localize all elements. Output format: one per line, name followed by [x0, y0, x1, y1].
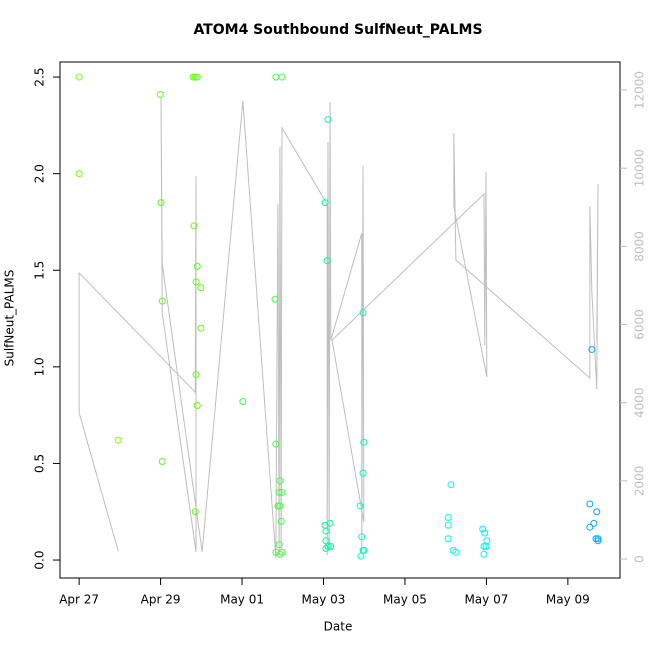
y-tick-label: 1.0	[33, 357, 47, 376]
x-tick-label: May 09	[546, 593, 590, 607]
data-point	[359, 309, 367, 317]
data-point	[356, 502, 364, 510]
data-point	[482, 543, 490, 551]
data-point	[592, 535, 600, 543]
data-point	[239, 398, 247, 406]
data-point	[444, 521, 452, 529]
data-point	[158, 458, 166, 466]
data-point	[278, 73, 286, 81]
data-point	[193, 401, 201, 409]
data-point	[191, 508, 199, 516]
y2-tick-label: 12000	[633, 71, 647, 109]
data-point	[444, 514, 452, 522]
data-point	[272, 73, 280, 81]
data-point	[593, 508, 601, 516]
x-tick-label: May 01	[220, 593, 264, 607]
y-tick-label: 0.0	[33, 550, 47, 569]
data-point	[197, 284, 205, 292]
data-point	[586, 523, 594, 531]
altitude-line	[78, 97, 599, 558]
data-point	[322, 527, 330, 535]
data-point	[479, 525, 487, 533]
data-point	[156, 90, 164, 98]
y-tick-label: 2.0	[33, 164, 47, 183]
data-point	[272, 440, 280, 448]
y2-tick-label: 6000	[633, 309, 647, 340]
y2-tick-label: 10000	[633, 149, 647, 187]
x-tick-label: Apr 29	[141, 593, 181, 607]
data-point	[322, 537, 330, 545]
data-point	[324, 543, 332, 551]
data-point	[480, 550, 488, 558]
data-point	[357, 552, 365, 560]
data-point	[197, 324, 205, 332]
y2-tick-label: 2000	[633, 466, 647, 497]
data-point	[483, 537, 491, 545]
y-tick-label: 0.5	[33, 454, 47, 473]
data-point	[590, 519, 598, 527]
data-point	[358, 533, 366, 541]
data-point	[359, 469, 367, 477]
data-point	[192, 371, 200, 379]
data-point	[481, 529, 489, 537]
data-point	[588, 345, 596, 353]
data-point	[157, 199, 165, 207]
data-point	[447, 481, 455, 489]
data-point	[278, 548, 286, 556]
data-point	[326, 519, 334, 527]
data-point	[276, 477, 284, 485]
x-tick-label: Apr 27	[59, 593, 99, 607]
data-point	[114, 436, 122, 444]
data-point	[274, 502, 282, 510]
data-point	[594, 537, 602, 545]
chart-title: ATOM4 Southbound SulfNeut_PALMS	[193, 22, 482, 38]
x-tick-label: May 07	[464, 593, 508, 607]
data-point	[271, 295, 279, 303]
data-point	[322, 544, 330, 552]
data-point	[480, 543, 488, 551]
data-point	[323, 257, 331, 265]
data-point	[275, 488, 283, 496]
data-point	[360, 546, 368, 554]
data-point	[277, 517, 285, 525]
data-point	[594, 535, 602, 543]
data-point	[75, 73, 83, 81]
data-point	[190, 222, 198, 230]
data-point	[75, 170, 83, 178]
data-point	[275, 541, 283, 549]
data-point	[321, 199, 329, 207]
data-point	[278, 488, 286, 496]
data-point	[191, 73, 199, 81]
x-tick-label: May 05	[383, 593, 427, 607]
data-point	[158, 297, 166, 305]
data-point	[189, 73, 197, 81]
y2-tick-label: 8000	[633, 231, 647, 262]
data-point	[192, 278, 200, 286]
y2-tick-label: 4000	[633, 387, 647, 418]
data-point	[360, 438, 368, 446]
data-point	[586, 500, 594, 508]
plot-box	[59, 61, 621, 579]
y-axis-label: SulfNeut_PALMS	[3, 270, 17, 367]
data-point	[276, 550, 284, 558]
data-point	[193, 262, 201, 270]
x-axis-label: Date	[324, 620, 353, 634]
data-point	[276, 502, 284, 510]
data-point	[193, 73, 201, 81]
x-tick-label: May 03	[302, 593, 346, 607]
y2-tick-label: 0	[633, 555, 647, 563]
data-point	[452, 548, 460, 556]
data-point	[324, 116, 332, 124]
data-point	[444, 535, 452, 543]
y-tick-label: 2.5	[33, 68, 47, 87]
y-tick-label: 1.5	[33, 261, 47, 280]
